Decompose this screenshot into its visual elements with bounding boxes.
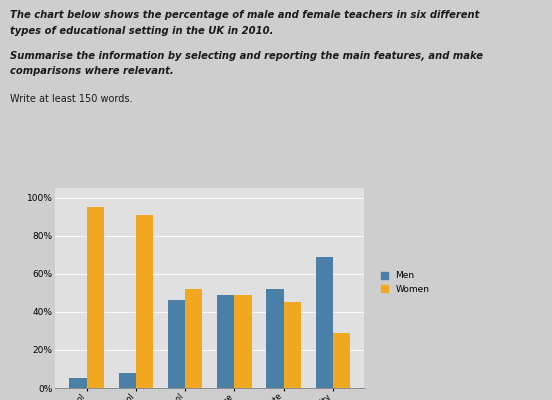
Bar bbox=[185, 289, 203, 388]
Bar bbox=[119, 373, 136, 388]
Text: comparisons where relevant.: comparisons where relevant. bbox=[10, 66, 174, 76]
Bar bbox=[168, 300, 185, 388]
Bar bbox=[267, 289, 284, 388]
Bar bbox=[87, 207, 104, 388]
Text: Write at least 150 words.: Write at least 150 words. bbox=[10, 94, 132, 104]
Bar bbox=[333, 333, 351, 388]
Text: The chart below shows the percentage of male and female teachers in six differen: The chart below shows the percentage of … bbox=[10, 10, 479, 20]
Bar bbox=[235, 295, 252, 388]
Text: types of educational setting in the UK in 2010.: types of educational setting in the UK i… bbox=[10, 26, 273, 36]
Bar bbox=[69, 378, 87, 388]
Bar bbox=[284, 302, 301, 388]
Text: Summarise the information by selecting and reporting the main features, and make: Summarise the information by selecting a… bbox=[10, 51, 483, 61]
Legend: Men, Women: Men, Women bbox=[378, 268, 432, 296]
Bar bbox=[316, 256, 333, 388]
Bar bbox=[217, 295, 235, 388]
Bar bbox=[136, 215, 153, 388]
